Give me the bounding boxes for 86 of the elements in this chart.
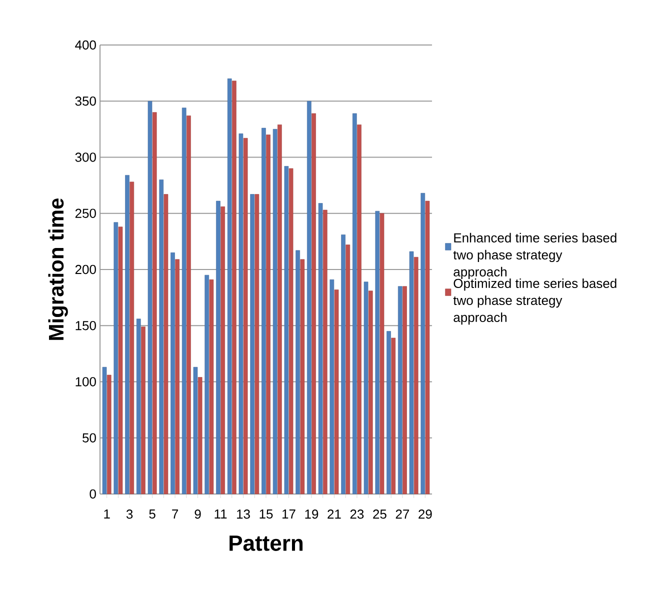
bar <box>186 116 191 494</box>
legend-label: Optimized time series based two phase strategy approach <box>453 278 616 325</box>
bar <box>152 112 157 494</box>
x-tick-label: 19 <box>305 510 318 519</box>
x-tick-label: 21 <box>328 510 341 519</box>
bar <box>159 180 164 494</box>
bar <box>323 210 328 494</box>
bar <box>125 175 130 494</box>
legend-label: Enhanced time series based two phase strategy approach <box>453 232 616 280</box>
bar <box>227 78 232 494</box>
x-tick-label: 5 <box>149 510 156 519</box>
bar <box>288 168 294 494</box>
bar <box>254 194 260 494</box>
bar <box>141 326 146 494</box>
bar <box>352 113 357 494</box>
y-tick-label: 200 <box>75 264 96 274</box>
bar <box>391 338 396 494</box>
x-tick-label: 15 <box>260 510 273 519</box>
bar <box>106 374 112 494</box>
bar <box>182 108 186 494</box>
bar <box>420 193 426 494</box>
y-tick-label: 250 <box>75 208 96 218</box>
x-tick-label: 17 <box>282 510 296 518</box>
bar <box>238 134 244 494</box>
bar <box>250 194 254 494</box>
bar <box>330 279 334 494</box>
y-tick-label: 300 <box>75 152 96 162</box>
bar <box>243 138 248 494</box>
bar <box>307 100 312 494</box>
bar <box>102 366 107 494</box>
bar <box>414 256 418 494</box>
bar <box>318 203 323 494</box>
x-tick-label: 3 <box>126 510 133 519</box>
bar <box>398 286 402 494</box>
bar <box>198 377 202 494</box>
bar <box>364 282 368 494</box>
bar <box>204 274 210 494</box>
bar <box>193 366 198 494</box>
x-tick-label: 13 <box>237 510 250 519</box>
x-tick-label: 11 <box>214 510 227 518</box>
bar <box>312 113 316 494</box>
bar <box>130 182 134 494</box>
x-tick-label: 23 <box>350 510 364 519</box>
bar <box>278 124 282 494</box>
x-tick-label: 27 <box>396 510 410 519</box>
y-tick-label: 50 <box>82 433 96 442</box>
bar <box>175 259 180 494</box>
bar <box>380 213 384 494</box>
bar <box>262 128 266 494</box>
bar <box>266 134 270 494</box>
bar <box>409 251 414 494</box>
bar <box>164 194 168 494</box>
x-tick-label: 9 <box>194 510 201 519</box>
y-tick-label: 100 <box>76 377 96 386</box>
bar <box>272 129 278 494</box>
bar <box>375 210 380 494</box>
x-axis-title: Pattern <box>230 536 303 551</box>
bar <box>220 206 225 494</box>
bar <box>118 226 123 494</box>
bar <box>216 200 220 494</box>
bar <box>368 290 373 494</box>
bar <box>300 259 305 494</box>
x-tick-label: 29 <box>418 510 432 519</box>
y-axis-title: Migration time <box>48 198 68 340</box>
bar <box>402 286 407 494</box>
bar <box>232 80 236 494</box>
bar <box>209 279 214 494</box>
bar <box>341 234 346 494</box>
bar <box>148 100 152 494</box>
bar <box>136 318 141 494</box>
bar <box>386 331 391 494</box>
x-tick-label: 7 <box>172 510 178 518</box>
bar <box>170 252 175 494</box>
bar <box>346 244 350 494</box>
y-tick-label: 150 <box>76 321 96 330</box>
bar <box>334 290 339 494</box>
y-tick-label: 350 <box>75 96 96 106</box>
x-tick-label: 25 <box>373 510 386 519</box>
bar <box>114 222 118 494</box>
bar <box>296 250 300 494</box>
x-tick-label: 1 <box>104 510 110 518</box>
y-tick-label: 0 <box>90 489 96 499</box>
bar <box>357 124 362 494</box>
bar <box>284 166 289 494</box>
y-tick-label: 400 <box>75 40 96 50</box>
bar <box>425 200 430 494</box>
